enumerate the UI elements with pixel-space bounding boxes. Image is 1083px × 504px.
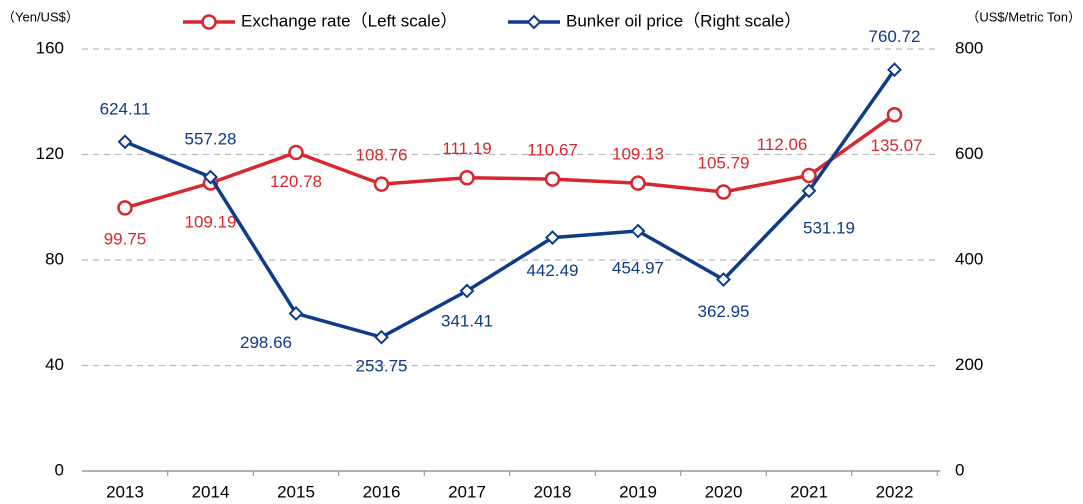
data-label: 557.28 bbox=[185, 130, 237, 149]
x-tick-label: 2018 bbox=[534, 482, 572, 501]
x-tick-label: 2019 bbox=[619, 482, 657, 501]
legend-label: Bunker oil price（Right scale） bbox=[566, 11, 801, 30]
data-label: 110.67 bbox=[527, 141, 578, 160]
data-label: 99.75 bbox=[104, 229, 147, 248]
data-label: 362.95 bbox=[698, 302, 750, 321]
marker bbox=[288, 306, 304, 321]
data-label: 760.72 bbox=[869, 27, 921, 46]
marker bbox=[203, 169, 218, 185]
data-label: 109.13 bbox=[612, 145, 664, 164]
y-tick-label: 40 bbox=[45, 355, 64, 374]
marker bbox=[630, 175, 646, 191]
marker bbox=[801, 183, 817, 199]
data-label: 120.78 bbox=[270, 172, 322, 191]
marker bbox=[117, 134, 133, 150]
y-tick-label: 0 bbox=[55, 460, 64, 479]
marker bbox=[117, 200, 133, 216]
data-label: 624.11 bbox=[100, 99, 151, 118]
y2-tick-label: 600 bbox=[955, 144, 983, 163]
y2-tick-label: 0 bbox=[955, 460, 964, 479]
y-tick-label: 160 bbox=[36, 38, 64, 57]
data-label: 341.41 bbox=[441, 311, 493, 330]
marker bbox=[886, 107, 903, 123]
data-label: 105.79 bbox=[698, 153, 750, 172]
marker bbox=[801, 167, 817, 184]
data-label: 253.75 bbox=[356, 357, 408, 376]
x-tick-label: 2017 bbox=[448, 482, 486, 501]
data-label: 135.07 bbox=[871, 136, 923, 155]
data-label: 454.97 bbox=[612, 258, 664, 277]
marker bbox=[459, 283, 475, 299]
marker bbox=[288, 144, 304, 161]
marker bbox=[373, 176, 390, 192]
x-tick-label: 2021 bbox=[790, 482, 828, 501]
series-line bbox=[124, 113, 896, 210]
marker bbox=[459, 169, 475, 186]
marker bbox=[544, 171, 561, 187]
marker bbox=[887, 62, 902, 78]
marker bbox=[545, 230, 560, 246]
series-line bbox=[124, 68, 896, 340]
marker bbox=[716, 272, 731, 287]
legend-marker bbox=[201, 14, 217, 30]
y-tick-label: 120 bbox=[36, 144, 64, 163]
x-tick-label: 2016 bbox=[363, 482, 401, 501]
y-tick-label: 80 bbox=[45, 249, 64, 268]
y2-tick-label: 400 bbox=[955, 249, 983, 268]
data-label: 442.49 bbox=[527, 261, 579, 280]
data-label: 298.66 bbox=[240, 333, 292, 352]
marker bbox=[715, 184, 732, 200]
legend-marker bbox=[526, 14, 542, 30]
data-label: 111.19 bbox=[442, 139, 491, 158]
data-label: 109.19 bbox=[185, 212, 237, 231]
x-tick-label: 2013 bbox=[106, 482, 144, 501]
x-tick-label: 2014 bbox=[192, 482, 230, 501]
data-label: 112.06 bbox=[757, 135, 808, 154]
legend-label: Exchange rate（Left scale） bbox=[241, 11, 457, 30]
data-label: 108.76 bbox=[356, 146, 408, 165]
x-tick-label: 2022 bbox=[876, 482, 914, 501]
y2-tick-label: 800 bbox=[955, 38, 983, 57]
x-tick-label: 2015 bbox=[277, 482, 315, 501]
data-label: 531.19 bbox=[803, 218, 855, 237]
marker bbox=[374, 329, 389, 345]
x-tick-label: 2020 bbox=[705, 482, 743, 501]
marker bbox=[630, 223, 646, 239]
y2-axis-label: （US$/Metric Ton） bbox=[966, 9, 1081, 24]
y2-tick-label: 200 bbox=[955, 355, 983, 374]
y-axis-label: （Yen/US$） bbox=[2, 9, 79, 24]
